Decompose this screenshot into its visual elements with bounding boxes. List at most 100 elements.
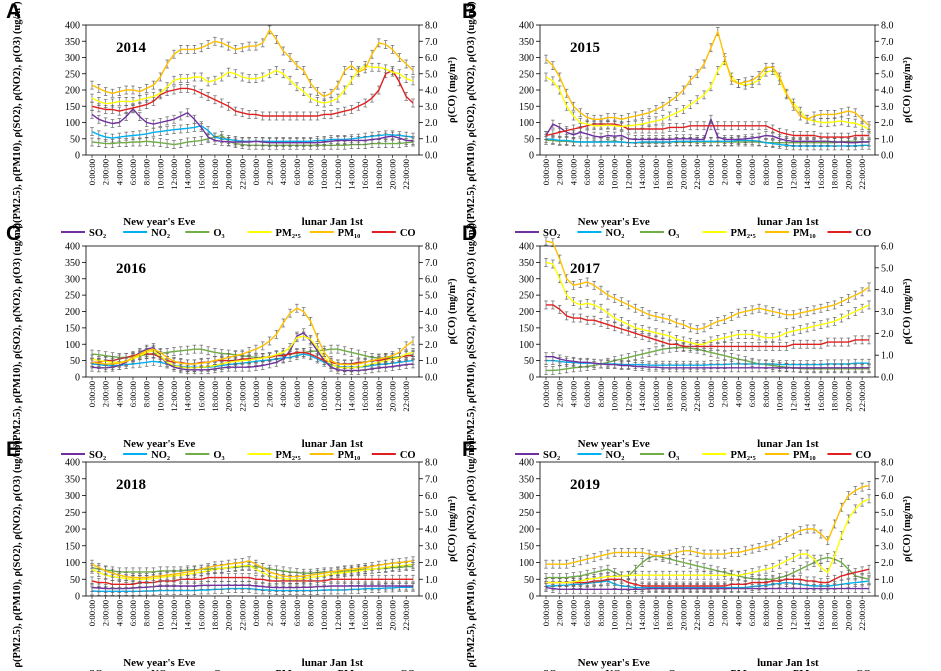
x-tick-label: 4:00:00 — [278, 600, 288, 626]
series-pm25 — [544, 56, 871, 134]
legend: SO₂ NO₂ O₃ PM₂.₅ PM₁₀ CO — [89, 669, 416, 671]
x-tick-label: 22:00:00 — [692, 381, 702, 412]
x-tick-label: 8:00:00 — [596, 381, 606, 407]
x-tick-label: 8:00:00 — [761, 600, 771, 626]
x-tick-label: 12:00:00 — [169, 159, 179, 190]
series-line-pm10 — [545, 30, 870, 127]
x-tick-label: 2:00:00 — [265, 159, 275, 185]
x-tick-label: 4:00:00 — [733, 159, 743, 185]
legend-label-pm10: PM₁₀ — [338, 450, 361, 461]
x-tick-label: 12:00:00 — [333, 600, 343, 631]
y-right-tick-label: 6.0 — [881, 491, 894, 502]
y-left-tick-label: 400 — [519, 21, 534, 32]
legend-label-so2: SO₂ — [89, 669, 106, 671]
y-right-tick-label: 7.0 — [425, 37, 438, 48]
x-tick-label: 22:00:00 — [237, 600, 247, 631]
y-right-tick-label: 8.0 — [425, 458, 438, 469]
x-tick-label: 8:00:00 — [306, 159, 316, 185]
y-right-axis-title: ρ(CO) (mg/m³) — [902, 496, 913, 562]
y-right-tick-label: 6.0 — [425, 274, 438, 285]
x-tick-label: 12:00:00 — [788, 159, 798, 190]
y-right-tick-label: 2.0 — [425, 118, 438, 129]
x-tick-label: 16:00:00 — [196, 600, 206, 631]
y-right-tick-label: 4.0 — [425, 86, 438, 97]
y-left-tick-label: 300 — [65, 274, 80, 285]
x-tick-label: 14:00:00 — [183, 600, 193, 631]
x-tick-label: 6:00:00 — [128, 381, 138, 407]
x-tick-label: 20:00:00 — [224, 381, 234, 412]
y-right-tick-label: 4.0 — [425, 525, 438, 536]
panel-letter: A — [6, 0, 21, 23]
day-label-jan1: lunar Jan 1st — [302, 438, 364, 450]
legend-label-pm25: PM₂.₅ — [731, 450, 756, 461]
y-right-tick-label: 7.0 — [425, 474, 438, 485]
panel-year: 2014 — [116, 40, 147, 56]
x-tick-label: 2:00:00 — [101, 381, 111, 407]
y-left-tick-label: 400 — [65, 458, 80, 469]
series-line-pm25 — [545, 261, 870, 345]
x-tick-label: 10:00:00 — [319, 600, 329, 631]
x-tick-label: 14:00:00 — [802, 159, 812, 190]
y-left-tick-label: 0 — [529, 151, 534, 162]
x-tick-label: 18:00:00 — [210, 600, 220, 631]
y-left-axis-title: ρ(PM2.5), ρ(PM10), ρ(SO2), ρ(NO2), ρ(O3)… — [12, 223, 23, 450]
series-pm10 — [90, 25, 415, 101]
x-tick-label: 0:00:00 — [541, 600, 551, 626]
legend-label-co: CO — [400, 228, 416, 239]
y-right-tick-label: 1.0 — [425, 134, 438, 145]
y-right-tick-label: 3.0 — [881, 102, 894, 113]
x-tick-label: 14:00:00 — [637, 600, 647, 631]
x-tick-label: 14:00:00 — [802, 600, 812, 631]
y-right-tick-label: 8.0 — [881, 21, 894, 32]
x-tick-label: 18:00:00 — [374, 381, 384, 412]
panel-year: 2018 — [116, 477, 146, 493]
x-tick-label: 22:00:00 — [857, 159, 867, 190]
legend-label-pm25: PM₂.₅ — [276, 669, 301, 671]
y-right-tick-label: 8.0 — [425, 21, 438, 32]
x-tick-label: 2:00:00 — [555, 381, 565, 407]
y-right-tick-label: 0.0 — [881, 373, 894, 384]
series-line-pm25 — [91, 335, 414, 369]
x-tick-label: 16:00:00 — [651, 600, 661, 631]
x-tick-label: 2:00:00 — [265, 381, 275, 407]
legend-label-pm25: PM₂.₅ — [731, 228, 756, 239]
x-tick-label: 6:00:00 — [747, 600, 757, 626]
x-tick-label: 16:00:00 — [651, 381, 661, 412]
series-pm10 — [544, 27, 871, 131]
x-tick-label: 2:00:00 — [101, 600, 111, 626]
series-line-pm10 — [545, 240, 870, 331]
series-so2 — [544, 114, 871, 147]
panel-letter: B — [462, 0, 477, 23]
legend-label-pm10: PM₁₀ — [793, 228, 816, 239]
y-left-axis-title: ρ(PM2.5), ρ(PM10), ρ(SO2), ρ(NO2), ρ(O3)… — [466, 1, 477, 228]
x-tick-label: 8:00:00 — [142, 159, 152, 185]
x-tick-label: 0:00:00 — [87, 600, 97, 626]
x-tick-label: 2:00:00 — [265, 600, 275, 626]
legend-label-pm10: PM₁₀ — [338, 228, 361, 239]
legend-label-o3: O₃ — [668, 450, 679, 461]
y-right-tick-label: 2.0 — [881, 329, 894, 340]
legend-label-pm25: PM₂.₅ — [276, 228, 301, 239]
x-tick-label: 20:00:00 — [843, 381, 853, 412]
y-left-axis-title: ρ(PM2.5), ρ(PM10), ρ(SO2), ρ(NO2), ρ(O3)… — [12, 440, 23, 667]
x-tick-label: 4:00:00 — [568, 159, 578, 185]
x-tick-label: 14:00:00 — [637, 159, 647, 190]
y-left-tick-label: 100 — [519, 118, 534, 129]
y-left-tick-label: 350 — [65, 474, 80, 485]
x-tick-label: 8:00:00 — [142, 381, 152, 407]
x-tick-label: 12:00:00 — [623, 381, 633, 412]
series-line-so2 — [545, 118, 869, 144]
y-left-tick-label: 100 — [519, 558, 534, 569]
x-tick-label: 4:00:00 — [114, 159, 124, 185]
panel-letter: D — [462, 222, 477, 245]
y-right-tick-label: 1.0 — [425, 575, 438, 586]
x-tick-label: 18:00:00 — [665, 600, 675, 631]
x-tick-label: 0:00:00 — [251, 381, 261, 407]
series-line-pm10 — [91, 307, 414, 366]
y-right-tick-label: 2.0 — [425, 340, 438, 351]
day-label-eve: New year's Eve — [123, 216, 195, 228]
panel-letter: C — [6, 222, 21, 245]
legend: SO₂ NO₂ O₃ PM₂.₅ PM₁₀ CO — [61, 228, 416, 239]
x-tick-label: 4:00:00 — [278, 381, 288, 407]
